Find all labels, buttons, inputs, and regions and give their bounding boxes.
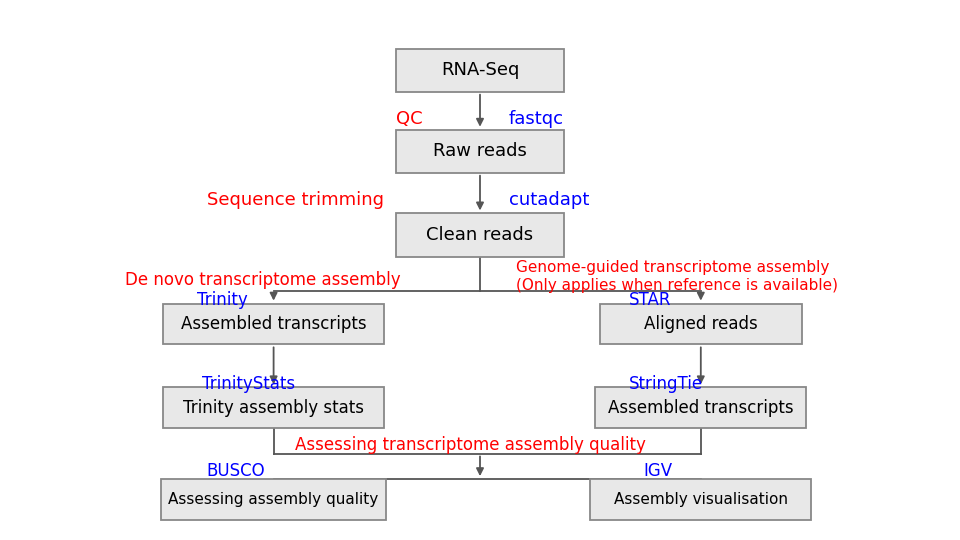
FancyBboxPatch shape (396, 49, 564, 92)
Text: Assessing transcriptome assembly quality: Assessing transcriptome assembly quality (295, 436, 646, 455)
Text: StringTie: StringTie (629, 375, 703, 394)
Text: Aligned reads: Aligned reads (644, 315, 757, 333)
Text: Clean reads: Clean reads (426, 226, 534, 244)
Text: Trinity: Trinity (197, 291, 248, 309)
Text: De novo transcriptome assembly: De novo transcriptome assembly (125, 271, 400, 289)
Text: IGV: IGV (643, 462, 672, 480)
Text: Assembly visualisation: Assembly visualisation (613, 492, 788, 507)
Text: RNA-Seq: RNA-Seq (441, 61, 519, 79)
FancyBboxPatch shape (396, 213, 564, 256)
FancyBboxPatch shape (163, 388, 384, 428)
FancyBboxPatch shape (396, 130, 564, 173)
Text: TrinityStats: TrinityStats (202, 375, 295, 394)
Text: Sequence trimming: Sequence trimming (207, 191, 384, 209)
Text: Trinity assembly stats: Trinity assembly stats (183, 399, 364, 417)
Text: BUSCO: BUSCO (206, 462, 265, 480)
Text: Assessing assembly quality: Assessing assembly quality (168, 492, 379, 507)
Text: STAR: STAR (629, 291, 671, 309)
Text: Genome-guided transcriptome assembly
(Only applies when reference is available): Genome-guided transcriptome assembly (On… (516, 260, 838, 293)
FancyBboxPatch shape (590, 480, 811, 519)
Text: fastqc: fastqc (509, 110, 564, 128)
Text: cutadapt: cutadapt (509, 191, 589, 209)
Text: Assembled transcripts: Assembled transcripts (608, 399, 794, 417)
Text: QC: QC (396, 110, 422, 128)
FancyBboxPatch shape (600, 303, 802, 345)
Text: Raw reads: Raw reads (433, 142, 527, 160)
FancyBboxPatch shape (595, 388, 806, 428)
Text: Assembled transcripts: Assembled transcripts (180, 315, 367, 333)
FancyBboxPatch shape (160, 480, 386, 519)
FancyBboxPatch shape (163, 303, 384, 345)
